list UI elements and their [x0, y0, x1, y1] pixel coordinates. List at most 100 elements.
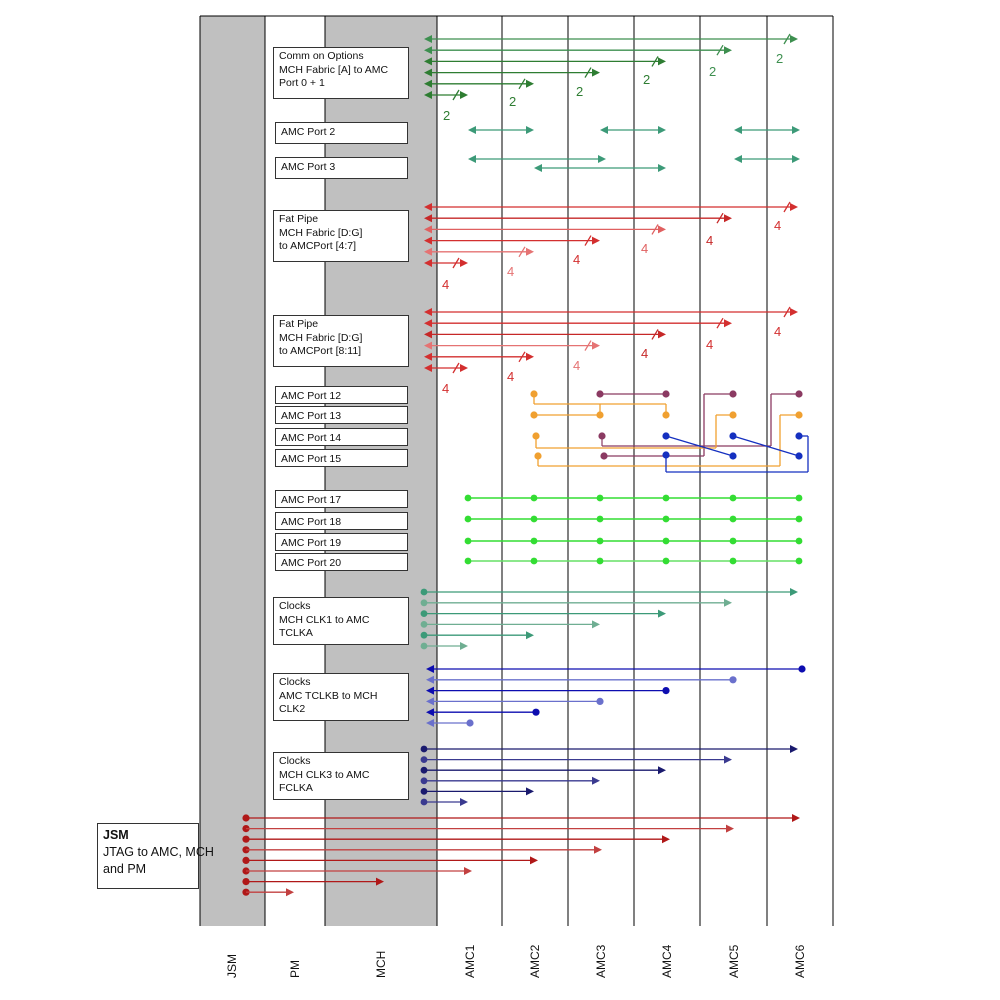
bundle-slash	[716, 44, 724, 56]
label-fat-pipe-2: Fat Pipe MCH Fabric [D:G] to AMCPort [8:11…	[273, 315, 409, 367]
arrow-head-left	[424, 68, 432, 77]
clk2-dot	[729, 676, 737, 684]
bundle-count-label: 2	[709, 64, 716, 79]
bundle-count-label: 4	[641, 346, 648, 361]
port-bus-dot	[596, 515, 604, 523]
label-line: to AMCPort [8:11]	[279, 345, 362, 357]
bundle-slash	[783, 201, 791, 213]
bundle-count-label: 2	[776, 51, 783, 66]
clk2-dot	[596, 697, 604, 706]
clk2-arrow	[426, 675, 434, 684]
arrow-head-right	[460, 91, 468, 99]
port-bus-dot	[662, 557, 670, 565]
arrow-head-left	[424, 91, 432, 99]
label-line: FCLKA	[279, 782, 313, 794]
port-bus-dot	[596, 557, 604, 565]
clk3-arrow	[790, 745, 798, 753]
clk2-dot	[798, 665, 806, 673]
arrow-head-right	[658, 330, 666, 339]
clk3-arrow	[526, 787, 534, 796]
bundle-count-label: 2	[643, 72, 650, 87]
arrow-head-left	[468, 126, 476, 134]
arrow-head-left	[734, 126, 742, 134]
bundle-slash	[651, 329, 659, 340]
column-label-amc6: AMC6	[793, 944, 807, 978]
bundle-slash	[783, 33, 791, 45]
bundle-count-label: 4	[774, 324, 781, 339]
clk1-arrow	[724, 598, 732, 607]
port-bus-dot	[795, 515, 803, 523]
arrow-head-left	[424, 330, 432, 339]
bundle-count-label: 4	[573, 358, 580, 373]
bundle-count-label: 4	[706, 337, 713, 352]
arrow-head-left	[424, 364, 432, 372]
bundle-count-label: 4	[573, 252, 580, 267]
port-bus-dot	[662, 537, 670, 545]
port12-dot	[729, 390, 737, 398]
bundle-count-label: 2	[509, 94, 516, 109]
clk1-arrow	[790, 588, 798, 596]
label-amc-port-14: AMC Port 14	[275, 428, 408, 446]
clk3-arrow	[724, 755, 732, 764]
label-amc-port-15: AMC Port 15	[275, 449, 408, 467]
arrow-head-right	[790, 35, 798, 43]
label-line: Clocks	[279, 600, 311, 612]
bundle-count-label: 4	[774, 218, 781, 233]
label-line: Clocks	[279, 676, 311, 688]
arrow-head-left	[534, 164, 542, 172]
label-clk3: Clocks MCH CLK3 to AMC FCLKA	[273, 752, 409, 800]
port12-dot	[662, 390, 670, 398]
arrow-head-right	[658, 126, 666, 134]
label-fat-pipe-1: Fat Pipe MCH Fabric [D:G] to AMCPort [4:7]	[273, 210, 409, 262]
port14-link	[665, 435, 734, 457]
arrow-head-right	[724, 46, 732, 55]
bundle-slash	[584, 67, 592, 78]
arrow-head-left	[424, 259, 432, 267]
label-amc-port-12: AMC Port 12	[275, 386, 408, 404]
column-label-amc3: AMC3	[594, 944, 608, 978]
port-bus-dot	[662, 494, 670, 502]
column-label-jsm: JSM	[225, 954, 239, 978]
label-line: AMC Port 2	[281, 126, 336, 138]
column-label-amc5: AMC5	[727, 944, 741, 978]
port-bus-dot	[662, 515, 670, 523]
label-line: Comm on Options	[279, 50, 364, 62]
arrow-head-left	[734, 155, 742, 163]
arrow-head-right	[592, 341, 600, 350]
label-amc-port-19: AMC Port 19	[275, 533, 408, 551]
label-line: AMC Port 13	[281, 410, 342, 422]
column-label-amc1: AMC1	[463, 944, 477, 978]
label-line: AMC Port 18	[281, 516, 342, 528]
bundle-count-label: 2	[443, 108, 450, 123]
label-line: CLK2	[279, 703, 306, 715]
arrow-head-left	[424, 236, 432, 245]
port-bus-dot	[530, 537, 538, 545]
column-label-amc4: AMC4	[660, 944, 674, 978]
arrow-head-left	[424, 308, 432, 316]
label-line: AMC Port 14	[281, 432, 342, 444]
label-line: AMC Port 17	[281, 494, 342, 506]
bundle-count-label: 4	[706, 233, 713, 248]
label-amc-port-20: AMC Port 20	[275, 553, 408, 571]
arrow-head-left	[468, 155, 476, 163]
bundle-slash	[783, 306, 791, 318]
label-line: AMC Port 20	[281, 557, 342, 569]
clk2-arrow	[426, 665, 434, 673]
arrow-head-right	[592, 236, 600, 245]
clk1-arrow	[658, 609, 666, 618]
label-line: and PM	[103, 862, 147, 876]
clk3-arrow	[658, 766, 666, 775]
column-jsm-band	[200, 16, 265, 926]
label-line: TCLKA	[279, 627, 313, 639]
arrow-head-right	[526, 352, 534, 361]
arrow-head-right	[792, 155, 800, 163]
arrow-head-right	[460, 259, 468, 267]
label-jsm: JSM JTAG to AMC, MCH and PM	[97, 823, 214, 889]
bundle-slash	[584, 340, 592, 351]
arrow-head-right	[724, 214, 732, 223]
label-line: AMC TCLKB to MCH	[279, 689, 378, 702]
arrow-head-right	[526, 79, 534, 88]
arrow-head-right	[526, 247, 534, 256]
label-line: to AMCPort [4:7]	[279, 240, 357, 252]
arrow-head-right	[792, 126, 800, 134]
